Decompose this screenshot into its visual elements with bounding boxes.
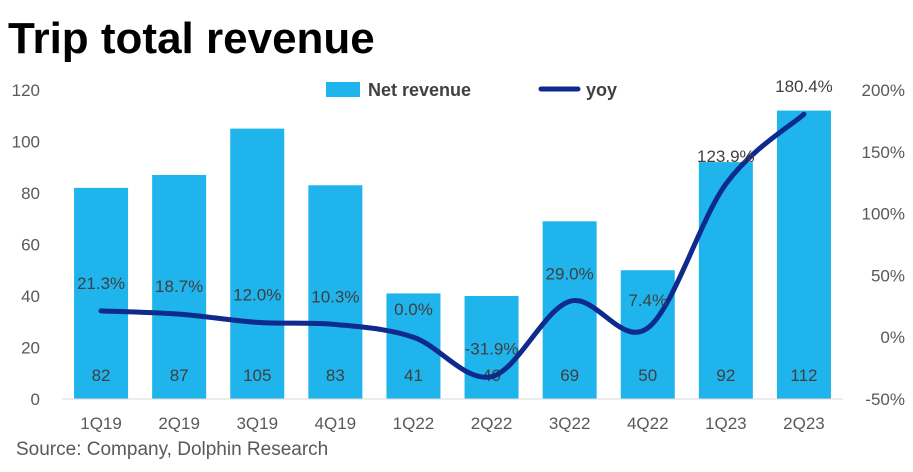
yoy-value-label: 29.0%	[546, 264, 594, 283]
left-tick-label: 100	[12, 133, 40, 152]
left-tick-label: 0	[31, 390, 40, 409]
left-tick-label: 120	[12, 81, 40, 100]
legend-net-revenue-swatch	[326, 82, 360, 97]
x-tick-label: 2Q23	[783, 414, 825, 433]
x-tick-label: 2Q22	[471, 414, 513, 433]
legend: Net revenue yoy	[326, 80, 617, 100]
bar-value-label: 92	[716, 366, 735, 385]
left-tick-label: 80	[21, 184, 40, 203]
yoy-value-label: 0.0%	[394, 300, 433, 319]
left-tick-label: 60	[21, 236, 40, 255]
x-axis-ticks: 1Q19 2Q19 3Q19 4Q19 1Q22 2Q22 3Q22 4Q22 1Q23 2Q23	[80, 414, 824, 433]
yoy-value-label: 123.9%	[697, 147, 755, 166]
x-tick-label: 3Q19	[236, 414, 278, 433]
x-tick-label: 2Q19	[158, 414, 200, 433]
bar-value-labels: 82 87 105 83 41 40 69 50 92 112	[92, 366, 818, 385]
right-axis-ticks: -50% 0% 50% 100% 150% 200%	[862, 81, 905, 409]
bar-4Q22	[620, 270, 675, 399]
yoy-value-label: -31.9%	[465, 340, 519, 359]
left-tick-label: 20	[21, 339, 40, 358]
left-tick-label: 40	[21, 287, 40, 306]
right-tick-label: 0%	[880, 328, 905, 347]
yoy-value-label: 12.0%	[233, 285, 281, 304]
bar-value-label: 83	[326, 366, 345, 385]
bar-value-label: 82	[92, 366, 111, 385]
bar-1Q19	[74, 187, 129, 399]
bar-value-label: 112	[790, 366, 817, 385]
bar-3Q22	[542, 221, 597, 399]
bar-series	[74, 110, 831, 399]
x-tick-label: 4Q19	[315, 414, 357, 433]
x-tick-label: 1Q22	[393, 414, 435, 433]
left-axis-ticks: 0 20 40 60 80 100 120	[12, 81, 40, 409]
bar-3Q19	[230, 128, 285, 399]
bar-value-label: 105	[243, 366, 271, 385]
yoy-line	[98, 111, 807, 380]
yoy-value-label: 180.4%	[775, 77, 833, 96]
bar-2Q22	[464, 296, 519, 399]
chart-title: Trip total revenue	[8, 14, 375, 63]
source-note: Source: Company, Dolphin Research	[16, 439, 329, 460]
right-tick-label: 100%	[862, 205, 905, 224]
x-tick-label: 1Q23	[705, 414, 747, 433]
bar-2Q23	[776, 110, 831, 399]
x-tick-label: 4Q22	[627, 414, 669, 433]
bar-value-label: 41	[404, 366, 423, 385]
bar-value-label: 87	[170, 366, 189, 385]
x-tick-label: 1Q19	[80, 414, 122, 433]
legend-yoy-label: yoy	[586, 80, 617, 100]
bar-value-label: 50	[638, 366, 657, 385]
right-tick-label: 200%	[862, 81, 905, 100]
right-tick-label: -50%	[865, 390, 905, 409]
bar-value-label: 69	[560, 366, 579, 385]
yoy-value-labels: 21.3% 18.7% 12.0% 10.3% 0.0% -31.9% 29.0% 7.4% 1…	[77, 77, 833, 358]
yoy-value-label: 21.3%	[77, 274, 125, 293]
bar-1Q23	[698, 162, 753, 399]
right-tick-label: 50%	[871, 266, 905, 285]
bar-2Q19	[152, 174, 207, 399]
yoy-value-label: 18.7%	[155, 277, 203, 296]
yoy-value-label: 7.4%	[628, 291, 667, 310]
x-tick-label: 3Q22	[549, 414, 591, 433]
right-tick-label: 150%	[862, 143, 905, 162]
yoy-value-label: 10.3%	[311, 287, 359, 306]
bar-4Q19	[308, 185, 363, 399]
legend-net-revenue-label: Net revenue	[368, 80, 471, 100]
